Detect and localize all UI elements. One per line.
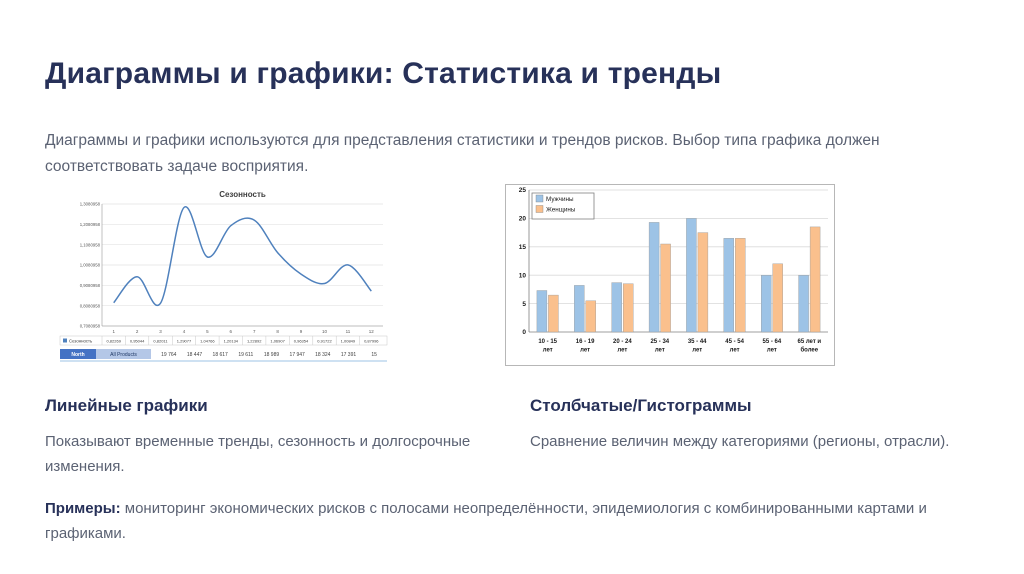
svg-text:18 989: 18 989 xyxy=(264,352,280,358)
svg-text:35 - 44: 35 - 44 xyxy=(688,339,707,345)
slide-title: Диаграммы и графики: Статистика и тренды xyxy=(45,57,722,90)
examples-body: мониторинг экономических рисков с полоса… xyxy=(45,500,927,542)
svg-text:7: 7 xyxy=(253,329,256,334)
svg-text:19 764: 19 764 xyxy=(161,352,177,358)
svg-text:более: более xyxy=(800,347,818,354)
svg-text:18 447: 18 447 xyxy=(187,352,203,358)
svg-text:18 617: 18 617 xyxy=(213,352,229,358)
svg-text:0,95044: 0,95044 xyxy=(130,338,145,343)
svg-text:лет: лет xyxy=(617,348,627,354)
examples-label: Примеры: xyxy=(45,500,121,517)
svg-text:0,91722: 0,91722 xyxy=(317,338,332,343)
svg-text:5: 5 xyxy=(206,329,209,334)
svg-text:1,29077: 1,29077 xyxy=(177,338,192,343)
left-section-body: Показывают временные тренды, сезонность … xyxy=(45,433,471,475)
svg-text:лет: лет xyxy=(692,348,702,354)
svg-text:лет: лет xyxy=(543,348,553,354)
svg-text:1,0080958: 1,0080958 xyxy=(80,263,101,268)
svg-text:45 - 54: 45 - 54 xyxy=(725,339,744,345)
svg-text:0,7080958: 0,7080958 xyxy=(80,324,101,329)
svg-text:15: 15 xyxy=(519,244,527,251)
svg-text:1,3080958: 1,3080958 xyxy=(80,202,101,207)
svg-text:лет: лет xyxy=(580,348,590,354)
svg-text:3: 3 xyxy=(159,329,162,334)
svg-text:8: 8 xyxy=(276,329,279,334)
svg-text:0,96354: 0,96354 xyxy=(294,338,309,343)
svg-text:1,06907: 1,06907 xyxy=(270,338,285,343)
line-chart: Сезонность 0,7080958 0,8080958 0,9080958 1,0… xyxy=(56,186,391,366)
svg-text:16 - 19: 16 - 19 xyxy=(576,339,595,345)
svg-text:Сезонность: Сезонность xyxy=(69,338,93,343)
svg-text:2: 2 xyxy=(136,329,139,334)
svg-text:1,2080958: 1,2080958 xyxy=(80,222,101,227)
svg-text:1: 1 xyxy=(112,329,115,334)
svg-text:0,9080958: 0,9080958 xyxy=(80,283,101,288)
svg-text:12: 12 xyxy=(369,329,375,334)
svg-text:6: 6 xyxy=(230,329,233,334)
svg-text:лет: лет xyxy=(730,348,740,354)
svg-text:15: 15 xyxy=(371,352,377,358)
svg-text:1,04766: 1,04766 xyxy=(200,338,215,343)
bar-chart: 0 5 10 15 20 25 10 - 15 лет 16 - 19 лет 20 - 24 лет… xyxy=(505,184,835,366)
right-section-body: Сравнение величин между категориями (рег… xyxy=(530,433,950,450)
svg-text:17 947: 17 947 xyxy=(290,352,306,358)
right-section-heading: Столбчатые/Гистограммы xyxy=(530,396,752,415)
svg-text:Женщины: Женщины xyxy=(546,207,576,214)
svg-text:лет: лет xyxy=(767,348,777,354)
examples-text: Примеры: мониторинг экономических рисков… xyxy=(45,497,985,547)
svg-text:1,20134: 1,20134 xyxy=(224,338,239,343)
svg-text:10: 10 xyxy=(519,272,527,279)
svg-text:0,82269: 0,82269 xyxy=(106,338,121,343)
svg-text:0,8080958: 0,8080958 xyxy=(80,303,101,308)
svg-text:25: 25 xyxy=(519,187,527,194)
svg-text:1,00849: 1,00849 xyxy=(341,338,356,343)
svg-text:1,22892: 1,22892 xyxy=(247,338,262,343)
svg-text:лет: лет xyxy=(655,348,665,354)
svg-text:18 324: 18 324 xyxy=(315,352,331,358)
svg-text:55 - 64: 55 - 64 xyxy=(763,339,782,345)
svg-text:65 лет и: 65 лет и xyxy=(797,339,821,345)
svg-text:5: 5 xyxy=(522,301,526,308)
svg-text:17 391: 17 391 xyxy=(341,352,357,358)
svg-text:11: 11 xyxy=(346,329,351,334)
svg-text:9: 9 xyxy=(300,329,303,334)
svg-text:Мужчины: Мужчины xyxy=(546,196,574,203)
svg-text:North: North xyxy=(71,352,84,358)
svg-text:4: 4 xyxy=(183,329,186,334)
svg-text:20 - 24: 20 - 24 xyxy=(613,339,632,345)
svg-text:0,87996: 0,87996 xyxy=(364,338,379,343)
svg-text:1,1080958: 1,1080958 xyxy=(80,242,101,247)
svg-text:25 - 34: 25 - 34 xyxy=(650,339,669,345)
svg-text:10 - 15: 10 - 15 xyxy=(538,339,557,345)
intro-text: Диаграммы и графики используются для пре… xyxy=(45,132,880,175)
svg-text:0,82011: 0,82011 xyxy=(153,338,168,343)
left-section-heading: Линейные графики xyxy=(45,396,208,415)
svg-text:20: 20 xyxy=(519,216,527,223)
svg-text:Сезонность: Сезонность xyxy=(219,190,266,199)
svg-text:19 611: 19 611 xyxy=(238,352,253,358)
svg-text:All Products: All Products xyxy=(110,352,137,358)
svg-text:10: 10 xyxy=(322,329,328,334)
svg-text:0: 0 xyxy=(522,329,526,336)
